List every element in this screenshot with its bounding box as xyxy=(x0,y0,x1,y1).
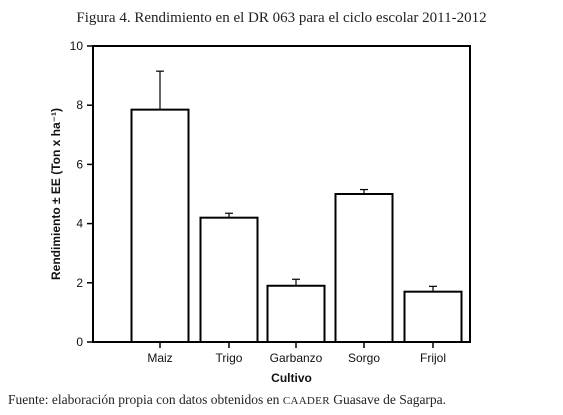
y-tick-label: 0 xyxy=(76,335,83,349)
x-axis-title: Cultivo xyxy=(271,371,312,385)
y-tick-label: 6 xyxy=(76,157,83,171)
y-tick-label: 8 xyxy=(76,98,83,112)
x-tick-label: Trigo xyxy=(216,351,243,365)
y-tick-label: 10 xyxy=(70,39,84,53)
y-tick-label: 4 xyxy=(76,217,83,231)
bar xyxy=(334,193,394,343)
bar xyxy=(266,284,326,344)
bar xyxy=(130,108,190,343)
x-tick-label: Garbanzo xyxy=(270,351,323,365)
figure-source: Fuente: elaboración propia con datos obt… xyxy=(8,392,446,408)
bar xyxy=(199,216,259,343)
y-axis-title: Rendimiento ± EE (Ton x ha⁻¹) xyxy=(49,108,63,280)
source-suffix: Guasave de Sagarpa. xyxy=(329,392,447,407)
figure-title: Figura 4. Rendimiento en el DR 063 para … xyxy=(76,10,487,26)
y-tick-label: 2 xyxy=(76,276,83,290)
x-tick-label: Sorgo xyxy=(348,351,380,365)
x-tick-label: Frijol xyxy=(420,351,446,365)
source-org: CAADER xyxy=(282,395,330,407)
source-prefix: Fuente: elaboración propia con datos obt… xyxy=(8,392,283,407)
x-tick-label: Maiz xyxy=(147,351,172,365)
bar xyxy=(403,290,463,343)
